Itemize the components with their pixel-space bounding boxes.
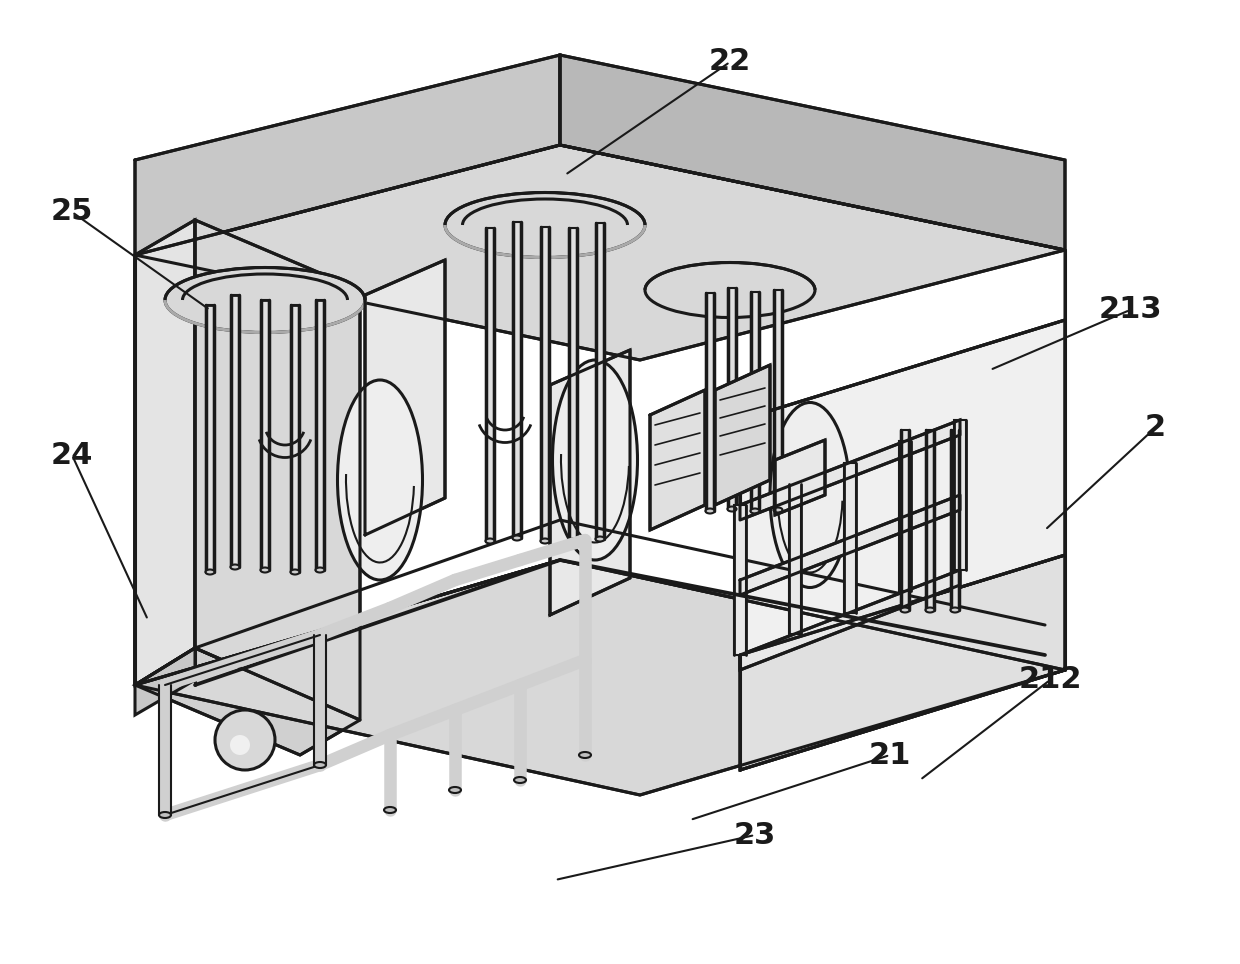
Text: 2: 2 (1145, 414, 1166, 442)
Ellipse shape (515, 777, 526, 783)
Polygon shape (513, 222, 521, 538)
Text: 24: 24 (51, 441, 93, 469)
Polygon shape (135, 145, 1065, 360)
Polygon shape (135, 648, 360, 755)
Ellipse shape (568, 539, 578, 544)
Polygon shape (740, 495, 960, 595)
Text: 22: 22 (709, 47, 751, 76)
Polygon shape (291, 305, 299, 572)
Polygon shape (596, 223, 604, 539)
Ellipse shape (260, 568, 269, 573)
Polygon shape (260, 300, 269, 570)
Ellipse shape (206, 570, 215, 575)
Polygon shape (734, 505, 746, 655)
Ellipse shape (290, 570, 300, 575)
Ellipse shape (512, 535, 522, 541)
Polygon shape (135, 560, 1065, 795)
Ellipse shape (315, 568, 325, 573)
Ellipse shape (706, 508, 714, 514)
Text: 212: 212 (1018, 665, 1081, 694)
Ellipse shape (595, 537, 605, 542)
Ellipse shape (486, 539, 495, 544)
Polygon shape (954, 420, 966, 570)
Ellipse shape (750, 508, 759, 514)
Polygon shape (206, 305, 215, 572)
Ellipse shape (314, 762, 326, 768)
Polygon shape (541, 227, 549, 541)
Polygon shape (774, 290, 782, 510)
Polygon shape (740, 320, 1065, 655)
Polygon shape (740, 570, 960, 670)
Polygon shape (569, 228, 577, 541)
Polygon shape (231, 295, 239, 567)
Ellipse shape (231, 565, 239, 570)
Polygon shape (486, 228, 494, 541)
Ellipse shape (445, 193, 645, 257)
Ellipse shape (728, 506, 737, 512)
Circle shape (215, 710, 275, 770)
Polygon shape (926, 430, 934, 610)
Polygon shape (560, 55, 1065, 250)
Ellipse shape (951, 607, 960, 612)
Polygon shape (951, 430, 959, 610)
Polygon shape (135, 220, 195, 685)
Ellipse shape (900, 607, 909, 612)
Ellipse shape (165, 267, 365, 333)
Ellipse shape (579, 752, 591, 758)
Polygon shape (365, 260, 445, 535)
Polygon shape (728, 288, 737, 509)
Ellipse shape (774, 507, 782, 513)
Polygon shape (789, 484, 801, 633)
Polygon shape (899, 442, 911, 591)
Ellipse shape (159, 812, 171, 818)
Circle shape (229, 735, 250, 755)
Polygon shape (706, 293, 714, 511)
Polygon shape (775, 440, 825, 515)
Ellipse shape (645, 262, 815, 317)
Ellipse shape (925, 607, 935, 612)
Polygon shape (551, 350, 630, 615)
Polygon shape (135, 648, 195, 715)
Polygon shape (740, 555, 1065, 770)
Ellipse shape (337, 380, 423, 580)
Polygon shape (751, 292, 759, 511)
Polygon shape (901, 430, 909, 610)
Ellipse shape (384, 807, 396, 813)
Polygon shape (715, 365, 770, 505)
Polygon shape (195, 220, 360, 720)
Polygon shape (844, 463, 856, 612)
Polygon shape (135, 55, 560, 255)
Text: 25: 25 (51, 198, 93, 227)
Polygon shape (316, 300, 324, 570)
Polygon shape (740, 420, 960, 520)
Text: 23: 23 (734, 820, 776, 849)
Polygon shape (650, 390, 706, 530)
Ellipse shape (449, 787, 461, 793)
Ellipse shape (541, 539, 549, 544)
Ellipse shape (553, 360, 637, 560)
Ellipse shape (770, 403, 849, 587)
Text: 21: 21 (869, 740, 911, 769)
Text: 213: 213 (1099, 296, 1162, 325)
